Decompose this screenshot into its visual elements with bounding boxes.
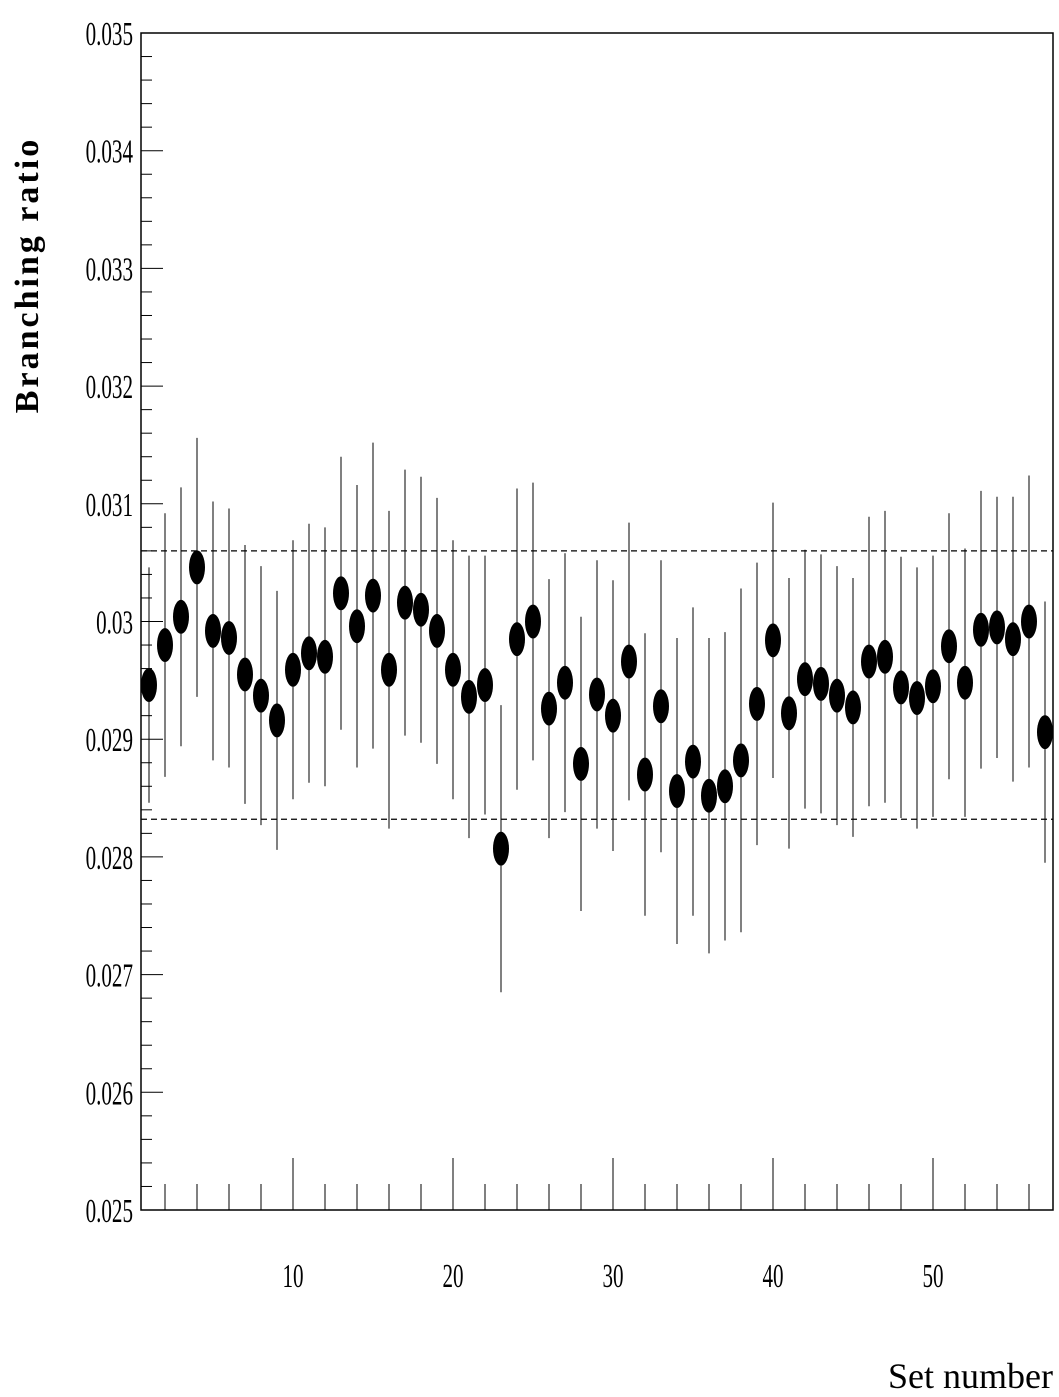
data-point <box>349 609 365 644</box>
y-tick-label: 0.029 <box>86 722 133 759</box>
data-point <box>493 831 509 866</box>
data-point <box>269 703 285 738</box>
data-point <box>829 678 845 713</box>
data-point <box>845 690 861 725</box>
data-point <box>413 592 429 627</box>
y-tick-label: 0.03 <box>96 605 133 642</box>
data-point <box>189 550 205 585</box>
data-point <box>461 679 477 714</box>
data-point <box>909 681 925 716</box>
x-tick-label: 20 <box>442 1258 463 1295</box>
y-axis-tick-labels: 0.025 0.026 0.027 0.028 0.029 0.03 0.031 0.032 0… <box>86 16 133 1230</box>
y-tick-label: 0.035 <box>86 16 133 53</box>
data-point <box>365 578 381 613</box>
y-tick-label: 0.033 <box>86 252 133 289</box>
data-point <box>173 599 189 634</box>
x-axis-ticks <box>164 1158 1030 1210</box>
data-point <box>861 644 877 679</box>
data-point <box>381 652 397 687</box>
data-point <box>509 622 525 657</box>
data-point <box>941 629 957 664</box>
x-tick-label: 40 <box>762 1258 783 1295</box>
data-point <box>973 612 989 647</box>
y-tick-label: 0.034 <box>86 134 133 171</box>
x-axis-tick-labels: 10 20 30 40 50 <box>282 1258 943 1295</box>
data-point <box>477 668 493 703</box>
x-tick-label: 50 <box>922 1258 943 1295</box>
data-point <box>205 613 221 648</box>
data-point <box>893 670 909 705</box>
x-axis-title: Set number <box>888 1356 1053 1396</box>
data-point <box>733 743 749 778</box>
y-tick-label: 0.027 <box>86 958 133 995</box>
plot-frame <box>140 32 1054 1211</box>
data-point <box>781 696 797 731</box>
data-point <box>157 628 173 663</box>
data-point <box>701 778 717 813</box>
data-point <box>557 665 573 700</box>
data-point <box>141 668 157 703</box>
data-point <box>989 610 1005 645</box>
data-point <box>1037 715 1053 750</box>
data-point <box>333 576 349 611</box>
data-point <box>1005 622 1021 657</box>
data-point <box>253 678 269 713</box>
y-tick-label: 0.031 <box>86 487 133 524</box>
data-point <box>221 620 237 655</box>
data-point <box>925 669 941 704</box>
y-tick-label: 0.032 <box>86 369 133 406</box>
data-point <box>605 698 621 733</box>
data-point <box>429 613 445 648</box>
data-point <box>285 652 301 687</box>
y-axis-ticks <box>141 32 163 1211</box>
data-point <box>653 689 669 724</box>
y-tick-label: 0.028 <box>86 840 133 877</box>
data-point <box>717 769 733 804</box>
data-point <box>1021 604 1037 639</box>
data-point <box>957 665 973 700</box>
data-point <box>541 691 557 726</box>
data-point <box>797 662 813 697</box>
x-tick-label: 10 <box>282 1258 303 1295</box>
data-point <box>573 746 589 781</box>
data-points <box>141 550 1053 866</box>
data-point <box>589 677 605 712</box>
data-point <box>813 666 829 701</box>
data-point <box>525 604 541 639</box>
y-tick-label: 0.025 <box>86 1193 133 1230</box>
data-point <box>445 652 461 687</box>
y-tick-label: 0.026 <box>86 1075 133 1112</box>
data-point <box>317 639 333 674</box>
data-point <box>621 644 637 679</box>
y-axis-title: Branching ratio <box>9 137 46 413</box>
data-point <box>749 686 765 721</box>
data-point <box>669 773 685 808</box>
x-tick-label: 30 <box>602 1258 623 1295</box>
data-point <box>301 636 317 671</box>
data-point <box>237 657 253 692</box>
data-point <box>637 757 653 792</box>
data-point <box>397 585 413 620</box>
data-point <box>765 623 781 658</box>
data-point <box>877 639 893 674</box>
data-point <box>685 744 701 779</box>
